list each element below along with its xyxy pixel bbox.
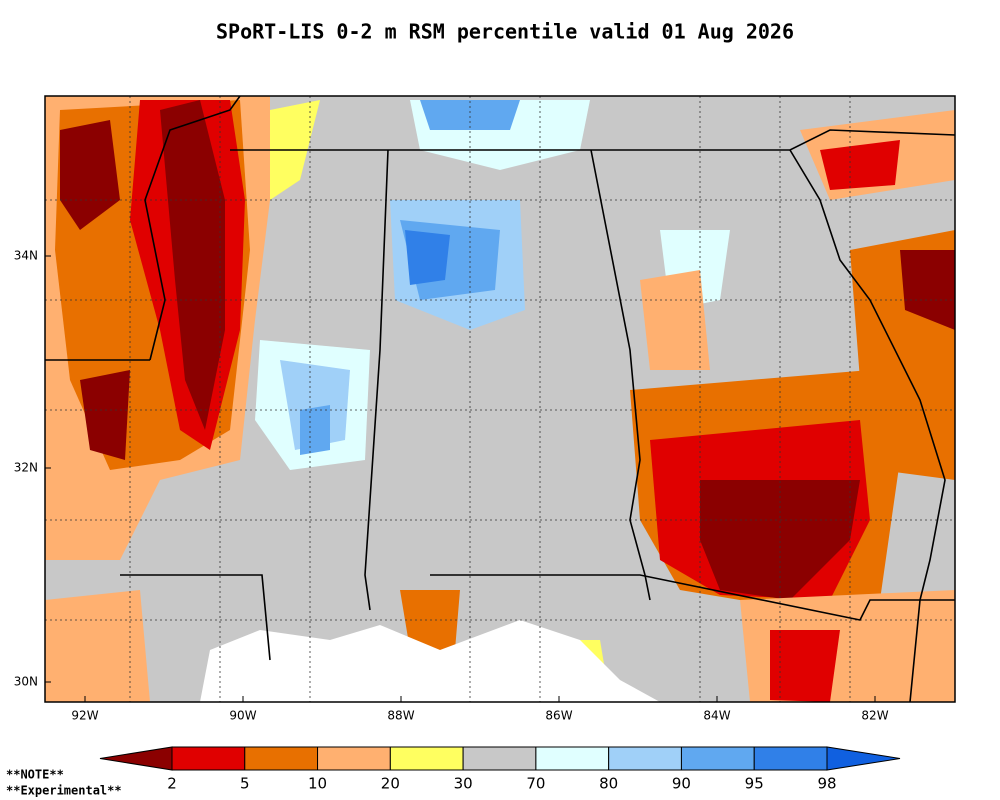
colorbar-label: 10: [308, 775, 327, 793]
colorbar-arrow-high: [826, 746, 901, 771]
colorbar-segment: [535, 746, 610, 771]
colorbar-segment: [608, 746, 682, 771]
colorbar-label: 20: [381, 775, 400, 793]
gulf-of-mexico: [200, 620, 660, 702]
colorbar-segment: [389, 746, 464, 771]
colorbar-segment: [680, 746, 755, 771]
colorbar-label: 30: [454, 775, 473, 793]
latitude-axis: 34N 32N 30N: [14, 249, 51, 689]
colorbar-label: 70: [526, 775, 545, 793]
lon-label: 82W: [861, 709, 888, 723]
colorbar-segment: [462, 746, 537, 771]
map-title: SPoRT-LIS 0-2 m RSM percentile valid 01 …: [216, 20, 794, 44]
colorbar-label: 90: [672, 775, 691, 793]
note: **NOTE**: [6, 768, 64, 782]
note: **Experimental**: [6, 784, 122, 798]
colorbar-label: 5: [240, 775, 250, 793]
lon-label: 84W: [703, 709, 730, 723]
colorbar-label: 80: [599, 775, 618, 793]
lon-label: 86W: [545, 709, 572, 723]
lon-label: 88W: [387, 709, 414, 723]
colorbar-segment: [753, 746, 828, 771]
lon-label: 92W: [71, 709, 98, 723]
notes: **NOTE** **Experimental**: [6, 768, 122, 798]
county-lines: [45, 96, 955, 702]
colorbar-segment: [171, 746, 246, 771]
longitude-axis: 92W 90W 88W 86W 84W 82W: [71, 696, 889, 723]
lat-label: 34N: [14, 249, 38, 263]
lat-label: 30N: [14, 675, 38, 689]
colorbar-arrow-low: [99, 746, 173, 771]
percentile-shading: [45, 96, 955, 702]
state-borders: [45, 96, 955, 702]
colorbar: 2 5 10 20 30 70 80 90 95 98: [99, 746, 901, 793]
map-field: [45, 96, 955, 702]
colorbar-segment: [317, 746, 391, 771]
lat-label: 32N: [14, 461, 38, 475]
colorbar-label: 95: [745, 775, 764, 793]
colorbar-label: 2: [167, 775, 177, 793]
colorbar-label: 98: [817, 775, 836, 793]
map-frame: [44, 95, 956, 703]
lon-label: 90W: [229, 709, 256, 723]
colorbar-segment: [244, 746, 319, 771]
